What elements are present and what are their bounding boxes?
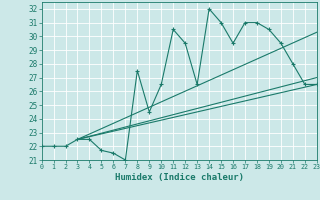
X-axis label: Humidex (Indice chaleur): Humidex (Indice chaleur) — [115, 173, 244, 182]
